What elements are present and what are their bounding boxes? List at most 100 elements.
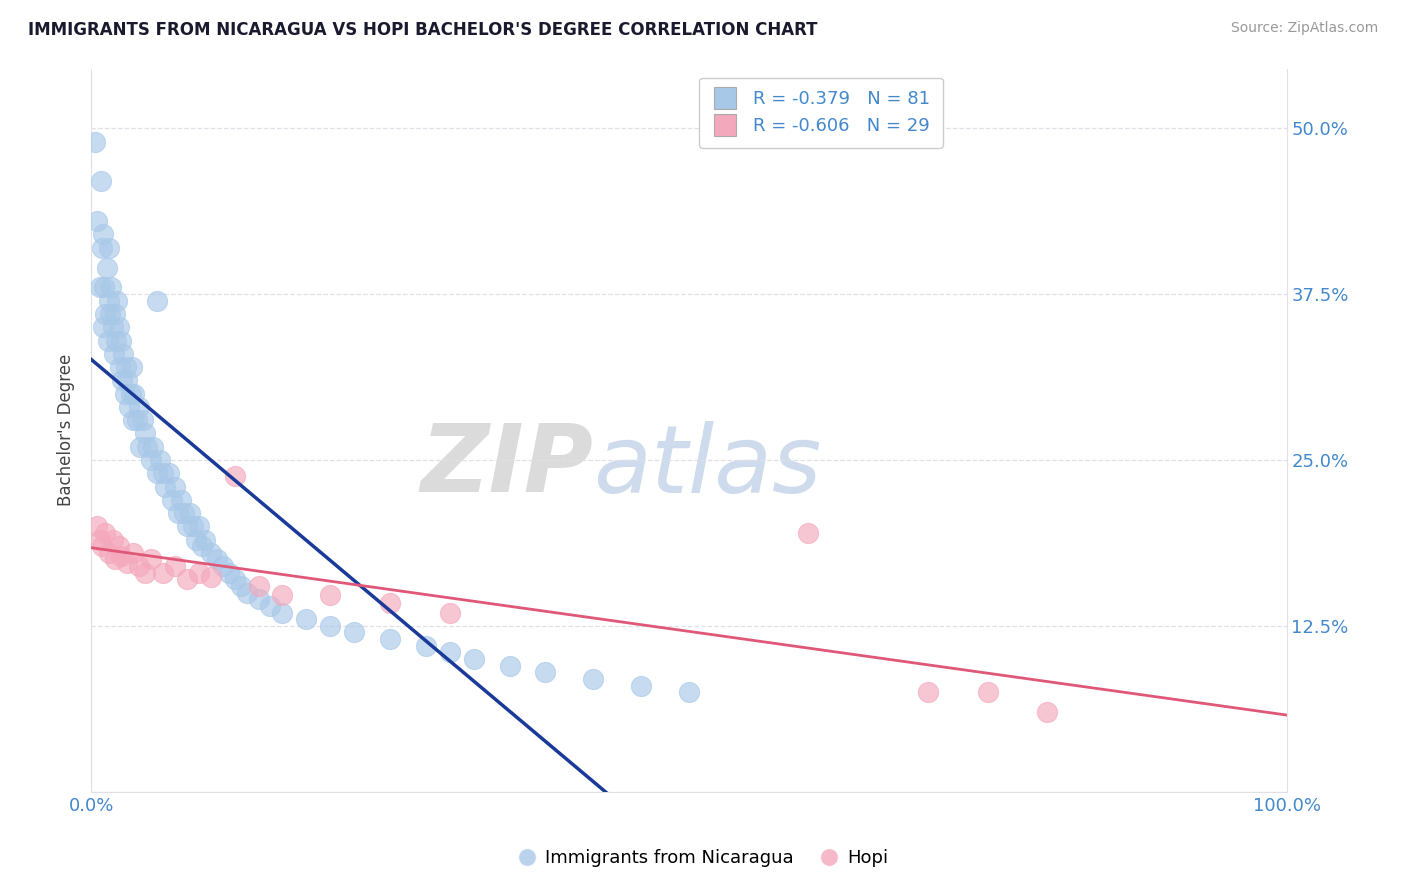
Point — [90, 241, 112, 255]
Point — [94, 525, 117, 540]
Point — [582, 672, 605, 686]
Point — [107, 320, 129, 334]
Point — [534, 665, 557, 680]
Point — [439, 606, 461, 620]
Point — [152, 467, 174, 481]
Point — [89, 533, 111, 547]
Point — [186, 533, 208, 547]
Text: IMMIGRANTS FROM NICARAGUA VS HOPI BACHELOR'S DEGREE CORRELATION CHART: IMMIGRANTS FROM NICARAGUA VS HOPI BACHEL… — [28, 21, 818, 38]
Point — [917, 685, 939, 699]
Point — [107, 539, 129, 553]
Point — [107, 293, 129, 308]
Point — [139, 453, 162, 467]
Point — [205, 552, 228, 566]
Point — [90, 174, 112, 188]
Text: Source: ZipAtlas.com: Source: ZipAtlas.com — [1230, 21, 1378, 35]
Point — [122, 413, 145, 427]
Point — [128, 559, 150, 574]
Point — [122, 546, 145, 560]
Point — [319, 619, 342, 633]
Point — [498, 658, 520, 673]
Point — [630, 679, 652, 693]
Point — [167, 506, 190, 520]
Point — [128, 400, 150, 414]
Point — [136, 440, 159, 454]
Point — [176, 519, 198, 533]
Point — [187, 519, 209, 533]
Point — [115, 557, 138, 571]
Point — [103, 347, 125, 361]
Point — [129, 440, 152, 454]
Text: atlas: atlas — [593, 421, 821, 512]
Point — [101, 533, 124, 547]
Point — [463, 652, 485, 666]
Point — [118, 400, 141, 414]
Point — [98, 241, 121, 255]
Point — [131, 413, 153, 427]
Point — [173, 506, 195, 520]
Point — [149, 453, 172, 467]
Point — [319, 588, 342, 602]
Point — [111, 373, 134, 387]
Point — [295, 612, 318, 626]
Point — [114, 360, 136, 375]
Y-axis label: Bachelor's Degree: Bachelor's Degree — [58, 354, 75, 507]
Point — [229, 579, 252, 593]
Point — [163, 559, 186, 574]
Point — [179, 506, 201, 520]
Legend: Immigrants from Nicaragua, Hopi: Immigrants from Nicaragua, Hopi — [510, 842, 896, 874]
Point — [97, 334, 120, 348]
Point — [98, 293, 121, 308]
Point — [187, 566, 209, 580]
Point — [271, 588, 294, 602]
Point — [218, 566, 240, 580]
Point — [271, 606, 294, 620]
Point — [112, 347, 135, 361]
Point — [94, 307, 117, 321]
Point — [155, 479, 177, 493]
Point — [224, 573, 246, 587]
Point — [235, 585, 257, 599]
Point — [181, 519, 204, 533]
Point — [120, 386, 142, 401]
Point — [200, 570, 222, 584]
Point — [91, 320, 114, 334]
Point — [146, 467, 169, 481]
Point — [1036, 705, 1059, 719]
Point — [91, 227, 114, 242]
Point — [247, 579, 270, 593]
Point — [83, 135, 105, 149]
Point — [224, 469, 246, 483]
Point — [163, 479, 186, 493]
Point — [108, 360, 131, 375]
Point — [110, 549, 132, 563]
Point — [259, 599, 281, 613]
Point — [439, 645, 461, 659]
Point — [89, 280, 111, 294]
Point — [86, 214, 108, 228]
Point — [176, 573, 198, 587]
Point — [122, 386, 145, 401]
Point — [162, 492, 184, 507]
Point — [378, 596, 401, 610]
Point — [142, 440, 165, 454]
Point — [211, 559, 233, 574]
Point — [96, 260, 118, 275]
Point — [157, 467, 180, 481]
Point — [343, 625, 366, 640]
Point — [104, 307, 127, 321]
Point — [121, 360, 143, 375]
Point — [134, 426, 156, 441]
Point — [191, 539, 214, 553]
Point — [104, 552, 127, 566]
Legend: R = -0.379   N = 81, R = -0.606   N = 29: R = -0.379 N = 81, R = -0.606 N = 29 — [699, 78, 943, 148]
Point — [86, 519, 108, 533]
Point — [415, 639, 437, 653]
Point — [100, 280, 122, 294]
Point — [247, 592, 270, 607]
Point — [98, 307, 121, 321]
Point — [139, 552, 162, 566]
Point — [170, 492, 193, 507]
Point — [134, 566, 156, 580]
Point — [93, 280, 115, 294]
